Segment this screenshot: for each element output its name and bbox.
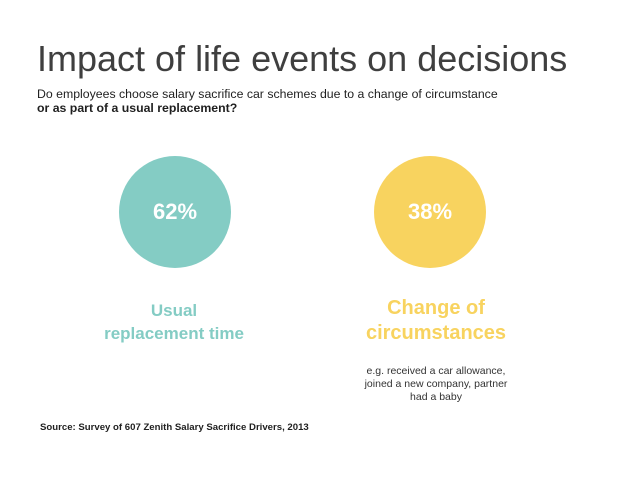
subtitle-line-1: Do employees choose salary sacrifice car… bbox=[37, 87, 498, 101]
change-of-circumstances-label: Change of circumstances bbox=[365, 297, 507, 344]
page-title: Impact of life events on decisions bbox=[37, 38, 568, 79]
change-of-circumstances-bubble: 38% bbox=[374, 156, 486, 268]
subtitle: Do employees choose salary sacrifice car… bbox=[37, 87, 498, 115]
source-note: Source: Survey of 607 Zenith Salary Sacr… bbox=[40, 422, 309, 433]
usual-replacement-value-label: 62% bbox=[152, 199, 198, 224]
usual-replacement-label: Usual replacement time bbox=[104, 301, 244, 343]
usual-replacement-bubble: 62% bbox=[119, 156, 231, 268]
subtitle-line-2: or as part of a usual replacement? bbox=[37, 101, 238, 115]
change-examples-note: e.g. received a car allowance, joined a … bbox=[364, 365, 508, 403]
change-of-circumstances-value-label: 38% bbox=[407, 199, 453, 224]
